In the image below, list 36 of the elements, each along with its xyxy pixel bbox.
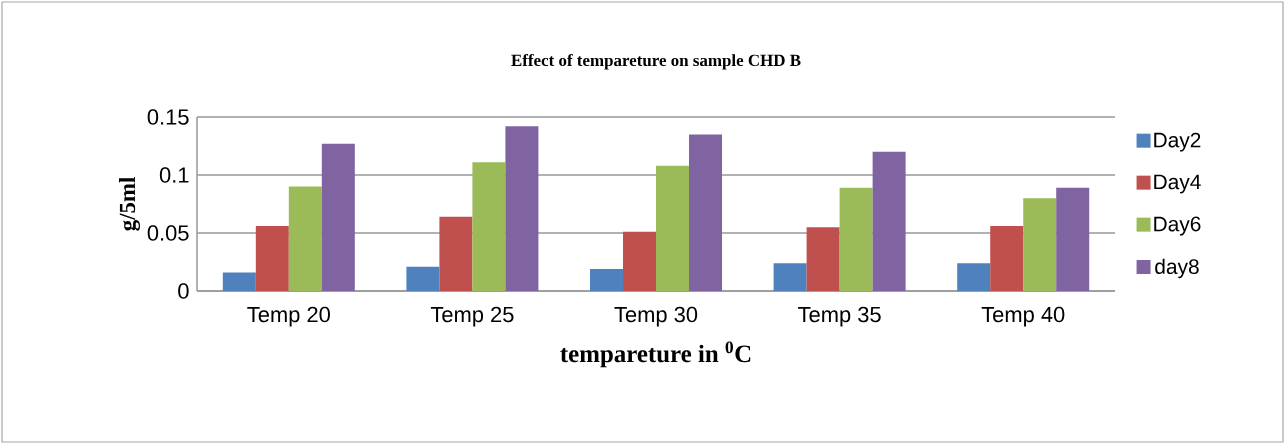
bar	[1023, 198, 1057, 291]
bar	[439, 216, 473, 291]
bar	[872, 151, 906, 291]
bar	[472, 162, 506, 291]
y-tick-label: 0.1	[159, 167, 189, 183]
bar	[990, 226, 1024, 291]
y-tick-label: 0.05	[147, 225, 189, 241]
legend-label: Day2	[1154, 132, 1201, 152]
bar	[656, 165, 690, 291]
legend-label: Day6	[1154, 216, 1201, 236]
bar	[689, 134, 723, 291]
bar	[321, 143, 355, 291]
bar	[505, 126, 539, 291]
bar	[957, 263, 991, 291]
legend-label: day8	[1155, 258, 1199, 279]
bar	[806, 227, 840, 291]
x-tick-label: Temp 20	[247, 306, 330, 327]
bar	[773, 263, 807, 291]
bar	[406, 266, 440, 291]
x-tick-label: Temp 40	[981, 306, 1065, 327]
y-tick-label: 0	[178, 283, 189, 299]
legend-label: Day4	[1154, 174, 1201, 194]
bar	[590, 268, 624, 291]
bar	[255, 226, 289, 291]
x-axis-title: tempareture in $^{0}$C	[560, 341, 751, 368]
chart-title: Effect of tempareture on sample CHD B	[511, 53, 801, 70]
x-tick-label: Temp 35	[798, 306, 881, 327]
bar	[623, 231, 657, 291]
y-axis-title: g/5ml	[119, 177, 140, 231]
y-tick-label: 0.15	[147, 109, 189, 125]
bar	[839, 187, 873, 291]
x-tick-label: Temp 30	[614, 306, 698, 327]
bar	[288, 186, 322, 291]
bar	[222, 272, 256, 291]
x-tick-label: Temp 25	[430, 306, 514, 327]
bar	[1056, 187, 1090, 291]
